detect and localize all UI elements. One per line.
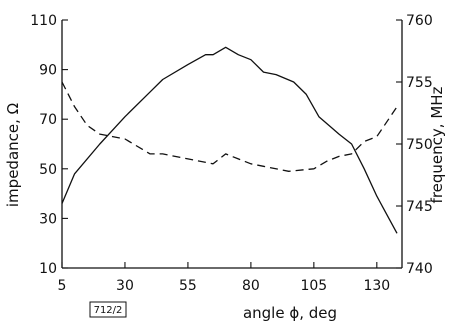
y-right-tick-label: 740 bbox=[406, 261, 433, 277]
series-layer bbox=[61, 46, 398, 234]
x-tick-label: 130 bbox=[363, 278, 390, 294]
x-tick-label: 55 bbox=[179, 278, 197, 294]
y-right-tick-label: 750 bbox=[406, 137, 433, 153]
y-right-tick-label: 755 bbox=[406, 75, 433, 91]
y-right-tick-label: 745 bbox=[406, 199, 433, 215]
y-axis-right-label: frequency, MHz bbox=[428, 86, 446, 203]
y-left-tick-label: 50 bbox=[39, 162, 57, 178]
figure-code-box bbox=[89, 301, 127, 318]
ticks-layer: 5 30 55 80 105 130 10 30 50 70 90 110 740 745 750 755 76… bbox=[30, 13, 432, 294]
y-left-tick-label: 110 bbox=[30, 13, 57, 29]
y-left-tick-label: 30 bbox=[39, 211, 57, 227]
y-left-tick-label: 10 bbox=[39, 261, 57, 277]
y-left-tick-label: 70 bbox=[39, 112, 57, 128]
x-tick-label: 105 bbox=[300, 278, 327, 294]
x-tick-label: 30 bbox=[116, 278, 134, 294]
figure-code-text: 712/2 bbox=[94, 305, 123, 316]
frequency-series-line bbox=[61, 81, 398, 172]
x-tick-label: 5 bbox=[58, 278, 67, 294]
x-axis-label: angle ϕ, deg bbox=[243, 304, 337, 322]
figure-code-badge: 712/2 bbox=[89, 301, 127, 318]
y-right-tick-label: 760 bbox=[406, 13, 433, 29]
y-left-tick-label: 90 bbox=[39, 63, 57, 79]
impedance-series-line bbox=[61, 46, 398, 234]
x-tick-label: 80 bbox=[242, 278, 260, 294]
y-axis-left-label: impedance, Ω bbox=[4, 103, 22, 207]
